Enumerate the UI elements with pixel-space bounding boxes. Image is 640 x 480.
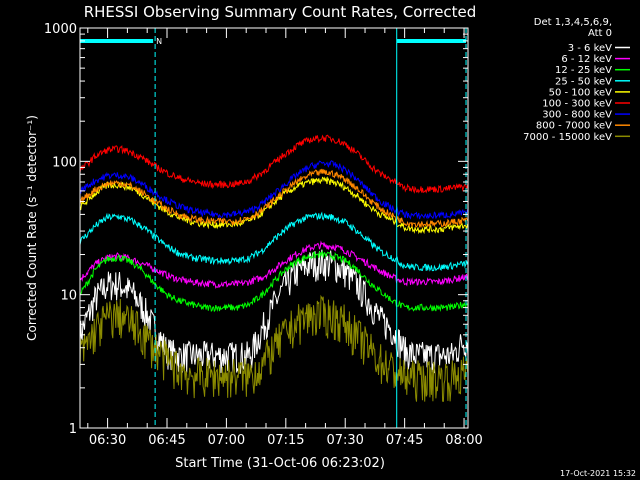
x-tick-label: 07:15 — [267, 433, 304, 448]
series-line-3 — [80, 211, 468, 272]
legend-label-5: 100 - 300 keV — [542, 99, 612, 110]
x-tick-label: 07:00 — [208, 433, 245, 448]
plot-frame — [79, 27, 469, 429]
status-bar-segment-0 — [80, 39, 154, 43]
x-axis-label: Start Time (31-Oct-06 06:23:02) — [175, 456, 385, 471]
axes: N 1 10 100 1000 06:30 06:45 07:00 07:15 07:30 07:4… — [44, 22, 483, 448]
legend-label-6: 300 - 800 keV — [542, 110, 612, 121]
legend-label-0: 3 - 6 keV — [568, 43, 612, 54]
y-tick-label: 1000 — [44, 22, 77, 37]
legend-label-4: 50 - 100 keV — [549, 87, 613, 98]
legend-label-7: 800 - 7000 keV — [536, 121, 612, 132]
series-line-8 — [80, 294, 468, 402]
legend-label-2: 12 - 25 keV — [555, 65, 612, 76]
y-axis-label: Corrected Count Rate (s⁻¹ detector⁻¹) — [25, 115, 39, 341]
legend-label-1: 6 - 12 keV — [561, 54, 612, 65]
x-tick-label: 06:45 — [148, 433, 185, 448]
x-tick-label: 07:45 — [386, 433, 423, 448]
series-line-0 — [80, 249, 468, 374]
series-line-1 — [80, 240, 468, 289]
status-bar-label: N — [156, 37, 162, 46]
series-line-4 — [80, 176, 468, 235]
chart-title: RHESSI Observing Summary Count Rates, Co… — [84, 3, 477, 21]
footer-timestamp: 17-Oct-2021 15:32 — [560, 469, 636, 478]
legend-header-line: Det 1,3,4,5,6,9, — [534, 17, 612, 28]
series-line-6 — [80, 160, 468, 220]
y-tick-label: 1 — [69, 422, 77, 437]
y-tick-label: 100 — [52, 155, 77, 170]
series-line-2 — [80, 250, 468, 313]
x-tick-label: 08:00 — [445, 433, 482, 448]
y-tick-label: 10 — [60, 289, 77, 304]
x-tick-label: 06:30 — [89, 433, 126, 448]
plot-area — [80, 134, 468, 402]
x-tick-label: 07:30 — [326, 433, 363, 448]
legend-header-line: Att 0 — [588, 28, 612, 39]
legend-label-8: 7000 - 15000 keV — [523, 132, 612, 143]
status-bar-segment-1 — [396, 39, 467, 43]
legend-label-3: 25 - 50 keV — [555, 76, 612, 87]
series-line-5 — [80, 134, 468, 194]
series-line-7 — [80, 168, 468, 229]
